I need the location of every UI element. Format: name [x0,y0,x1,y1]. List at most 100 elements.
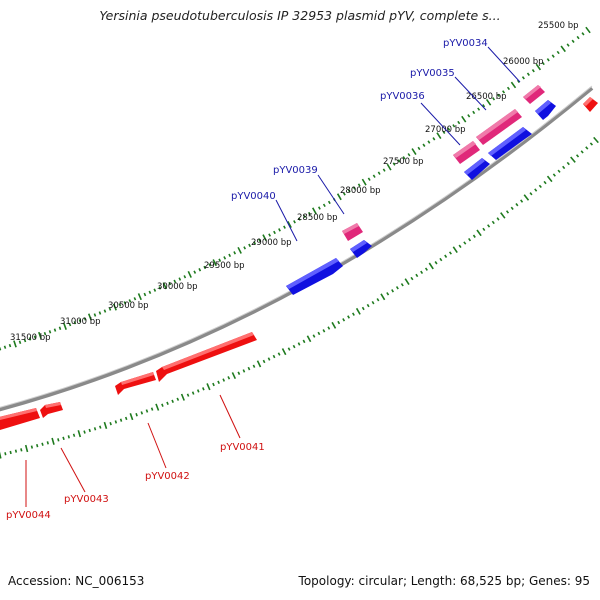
scale-tick [427,140,431,144]
gene-pYV0034[interactable] [523,85,545,104]
gene-pYV0036[interactable] [453,141,480,164]
scale-tick [38,331,42,339]
gene-label[interactable]: pYV0043 [64,494,109,505]
scale-tick [212,259,217,267]
gene-label[interactable]: pYV0042 [145,471,190,482]
gene-label[interactable]: pYV0034 [443,38,488,49]
scale-tick [312,207,317,215]
scale-tick [361,178,367,186]
inner-tick [77,430,82,438]
scale-tick [336,193,342,201]
scale-label: 31500 bp [10,333,51,343]
inner-tick [196,389,200,393]
scale-tick [28,337,32,341]
scale-tick [411,148,417,156]
scale-tick [502,90,506,94]
scale-label: 27000 bp [425,125,466,135]
scale-tick [283,225,286,229]
scale-label: 30500 bp [108,301,149,311]
gene-pYV0042[interactable] [115,372,156,395]
scale-tick [556,50,560,55]
inner-tick [24,444,29,453]
gene-pYV0039[interactable] [342,223,363,241]
scale-tick [392,162,396,166]
scale-tick [43,331,47,336]
scale-tick [422,143,426,147]
gene-label[interactable]: pYV0036 [380,91,425,102]
scale-tick [452,124,456,128]
scale-tick [342,192,346,196]
inner-tick [400,283,404,287]
scale-tick [233,251,237,255]
scale-tick [123,301,127,305]
gene-blue-1[interactable] [535,100,556,120]
scale-tick [173,279,177,284]
scale-label: 28000 bp [340,186,381,196]
inner-tick [404,278,410,286]
inner-tick [277,352,281,356]
inner-tick [562,165,566,170]
inner-tick [472,234,476,238]
gene-pYV0043[interactable] [40,402,63,418]
inner-tick [41,442,44,446]
inner-tick [523,194,530,201]
scale-tick [3,345,7,349]
inner-tick [180,393,185,401]
gene-blue-3[interactable] [464,158,490,180]
scale-tick [178,277,182,281]
inner-tick [124,416,128,421]
gene-label[interactable]: pYV0044 [6,510,51,521]
inner-tick [546,175,553,183]
scale-tick [576,35,580,40]
gene-pYV0041[interactable] [156,332,257,382]
scale-tick [87,313,92,321]
scale-tick [258,238,262,242]
scale-labels: 25500 bp 26000 bp 26500 bp 27000 bp 2750… [10,21,579,343]
scale-tick [482,104,486,108]
scale-label: 29500 bp [204,261,245,271]
inner-tick [227,376,231,380]
inner-tick [222,378,226,382]
scale-tick [367,177,371,181]
gene-blue-2[interactable] [488,127,532,160]
gene-pYV0040[interactable] [286,258,343,295]
scale-tick [78,319,82,323]
inner-tick [468,237,472,242]
inner-tick [212,382,215,387]
scale-tick [526,72,530,76]
inner-tick [4,452,7,456]
gene-blue-4[interactable] [350,240,372,258]
scale-tick [53,328,57,332]
scale-tick [303,214,306,219]
scale-tick [63,322,67,330]
inner-tick [176,397,180,401]
gene-red-small[interactable] [583,97,598,112]
scale-tick [386,163,392,171]
inner-tick [458,244,462,249]
inner-tick [297,342,301,346]
inner-tick [543,180,547,185]
inner-tick [135,413,138,417]
scale-tick [193,270,197,274]
inner-tick [272,354,276,359]
gene-label[interactable]: pYV0041 [220,442,265,453]
inner-tick [292,344,296,349]
scale-tick [497,93,501,98]
gene-label[interactable]: pYV0040 [231,191,276,202]
gene-label[interactable]: pYV0039 [273,165,318,176]
inner-tick [448,251,452,255]
gene-pYV0044[interactable] [0,408,40,430]
scale-tick [377,171,381,175]
inner-tick [439,257,443,262]
inner-tick [88,428,91,433]
gene-pYV0035[interactable] [476,109,522,145]
inner-tick [463,241,467,245]
inner-tick [252,364,256,368]
gene-label[interactable]: pYV0035 [410,68,455,79]
inner-tick [14,449,18,453]
reverse-genes [0,97,598,430]
inner-tick [529,192,533,196]
scale-tick [203,265,207,270]
inner-tick [242,369,246,373]
inner-tick [361,306,365,311]
